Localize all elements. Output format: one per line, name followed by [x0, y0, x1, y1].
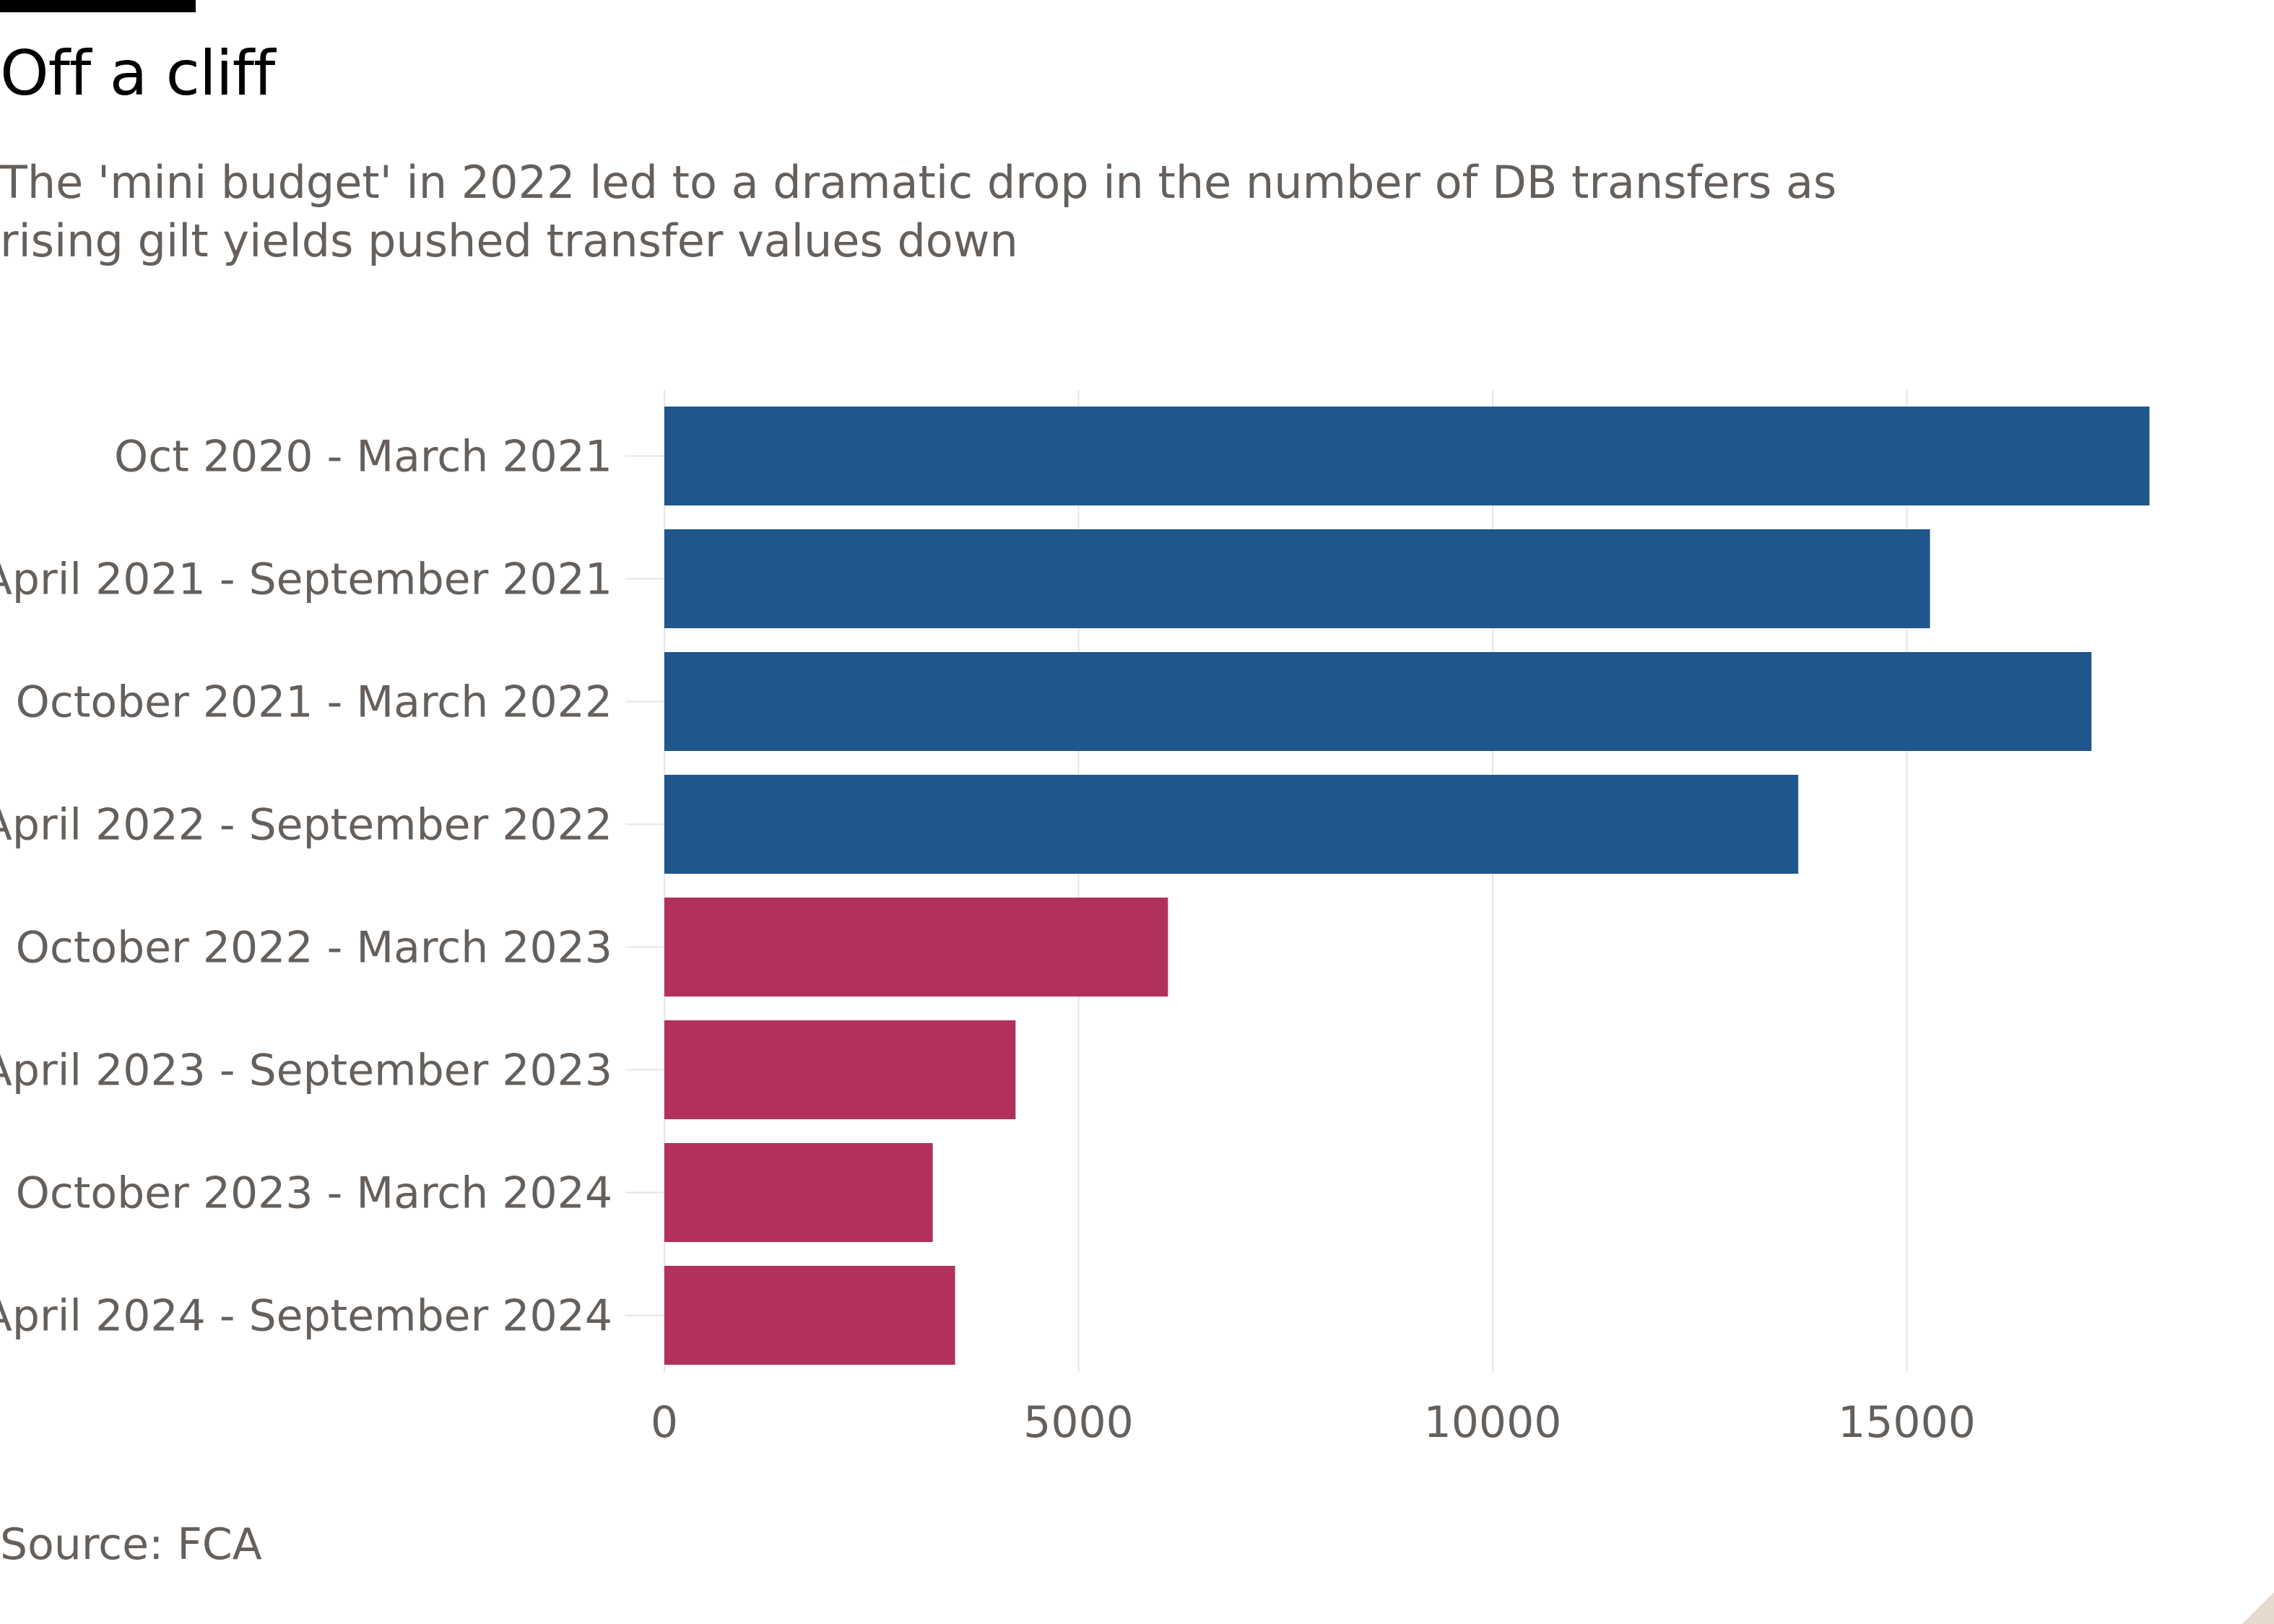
y-category-label: April 2022 - September 2022 [0, 800, 612, 851]
bar [664, 1020, 1016, 1119]
x-tick-label: 5000 [1023, 1397, 1134, 1448]
y-category-label: October 2023 - March 2024 [16, 1168, 612, 1219]
y-category-label: October 2022 - March 2023 [16, 923, 612, 973]
x-tick-label: 0 [651, 1397, 678, 1448]
bar [664, 898, 1168, 996]
chart-title: Off a cliff [0, 38, 275, 110]
corner-mark [2242, 1592, 2274, 1624]
brand-bar [0, 0, 196, 12]
bar [664, 407, 2150, 505]
bar [664, 1143, 933, 1242]
y-category-label: April 2023 - September 2023 [0, 1046, 612, 1096]
bar [664, 529, 1930, 628]
y-category-label: October 2021 - March 2022 [16, 677, 612, 728]
y-category-label: April 2021 - September 2021 [0, 555, 612, 605]
bar [664, 652, 2092, 751]
y-category-label: April 2024 - September 2024 [0, 1291, 612, 1342]
chart-subtitle: The 'mini budget' in 2022 led to a drama… [0, 156, 1837, 267]
y-category-label: Oct 2020 - March 2021 [114, 432, 612, 482]
x-tick-label: 10000 [1424, 1397, 1562, 1448]
bar [664, 775, 1799, 874]
bar [664, 1266, 955, 1365]
x-tick-label: 15000 [1838, 1397, 1976, 1448]
source-note: Source: FCA [0, 1519, 262, 1570]
